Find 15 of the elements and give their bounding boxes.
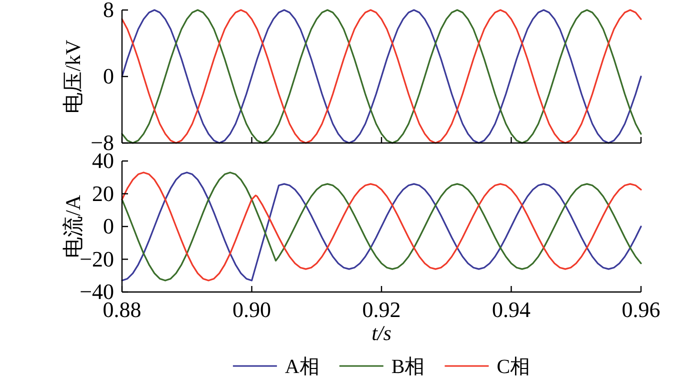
line-series [121, 9, 642, 144]
x-tick-label: 0.90 [232, 297, 271, 322]
x-tick-label: 0.94 [492, 297, 530, 322]
x-axis-title: t/s [372, 321, 392, 345]
legend-label: C相 [496, 356, 530, 378]
x-tick-label: 0.96 [622, 297, 660, 322]
y-tick-label: 0 [103, 214, 114, 238]
y-axis-title: 电压/kV [61, 40, 85, 114]
legend-label: A相 [284, 356, 320, 378]
y-tick-label: 20 [92, 180, 114, 206]
y-tick-label: 8 [103, 0, 114, 22]
line-series [121, 172, 642, 282]
legend-label: B相 [391, 356, 425, 378]
y-tick-label: 0 [103, 64, 114, 88]
x-tick-label: 0.92 [362, 297, 401, 322]
